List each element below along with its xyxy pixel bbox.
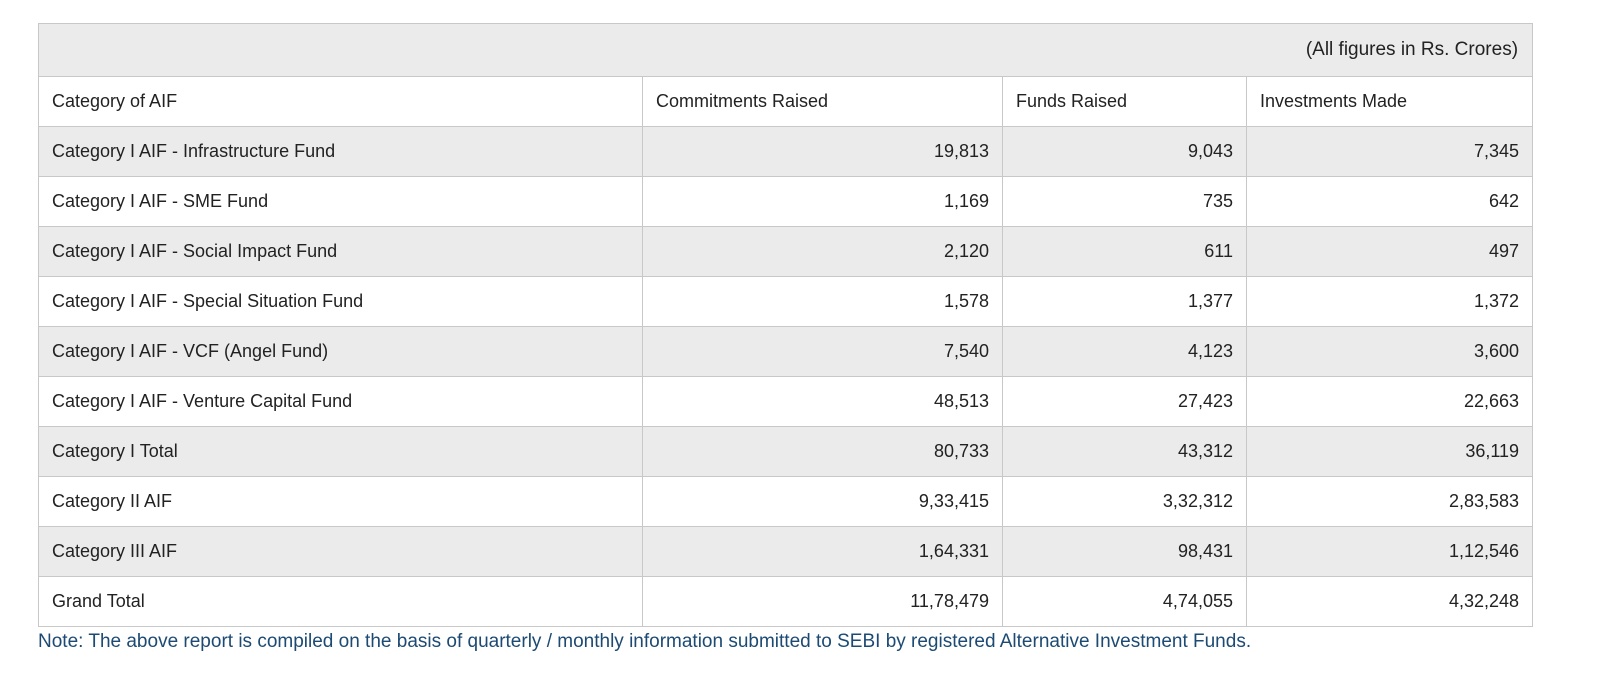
investments-cell: 497 [1245, 226, 1534, 277]
funds-cell: 1,377 [1002, 276, 1247, 327]
category-cell: Category III AIF [38, 526, 643, 577]
table-row: Category III AIF 1,64,331 98,431 1,12,54… [38, 526, 1534, 577]
funds-cell: 735 [1002, 176, 1247, 227]
funds-cell: 3,32,312 [1002, 476, 1247, 527]
category-cell: Category I AIF - Venture Capital Fund [38, 376, 643, 427]
column-header-investments: Investments Made [1245, 76, 1534, 127]
investments-cell: 1,12,546 [1245, 526, 1534, 577]
investments-cell: 642 [1245, 176, 1534, 227]
commitments-cell: 11,78,479 [642, 576, 1003, 627]
commitments-cell: 1,64,331 [642, 526, 1003, 577]
investments-cell: 1,372 [1245, 276, 1534, 327]
table-row: Category I AIF - Venture Capital Fund 48… [38, 376, 1534, 427]
commitments-cell: 9,33,415 [642, 476, 1003, 527]
aif-report: (All figures in Rs. Crores) Category of … [37, 23, 1534, 653]
funds-cell: 43,312 [1002, 426, 1247, 477]
category-cell: Category I Total [38, 426, 643, 477]
commitments-cell: 80,733 [642, 426, 1003, 477]
units-note: (All figures in Rs. Crores) [37, 23, 1534, 77]
category-cell: Category I AIF - VCF (Angel Fund) [38, 326, 643, 377]
category-cell: Category I AIF - Special Situation Fund [38, 276, 643, 327]
units-row: (All figures in Rs. Crores) [37, 23, 1534, 77]
investments-cell: 22,663 [1245, 376, 1534, 427]
funds-cell: 4,123 [1002, 326, 1247, 377]
commitments-cell: 48,513 [642, 376, 1003, 427]
category-cell: Category I AIF - SME Fund [38, 176, 643, 227]
column-header-category: Category of AIF [38, 76, 643, 127]
table-row: Category I AIF - VCF (Angel Fund) 7,540 … [38, 326, 1534, 377]
funds-cell: 4,74,055 [1002, 576, 1247, 627]
investments-cell: 7,345 [1245, 126, 1534, 177]
investments-cell: 3,600 [1245, 326, 1534, 377]
category-cell: Category II AIF [38, 476, 643, 527]
commitments-cell: 19,813 [642, 126, 1003, 177]
commitments-cell: 2,120 [642, 226, 1003, 277]
category-cell: Category I AIF - Infrastructure Fund [38, 126, 643, 177]
investments-cell: 2,83,583 [1245, 476, 1534, 527]
funds-cell: 98,431 [1002, 526, 1247, 577]
grand-total-row: Grand Total 11,78,479 4,74,055 4,32,248 [38, 576, 1534, 627]
funds-cell: 9,043 [1002, 126, 1247, 177]
funds-cell: 27,423 [1002, 376, 1247, 427]
investments-cell: 36,119 [1245, 426, 1534, 477]
table-row: Category I Total 80,733 43,312 36,119 [38, 426, 1534, 477]
table-row: Category I AIF - Special Situation Fund … [38, 276, 1534, 327]
table-row: Category I AIF - SME Fund 1,169 735 642 [38, 176, 1534, 227]
column-header-funds: Funds Raised [1002, 76, 1247, 127]
report-note: Note: The above report is compiled on th… [38, 631, 1252, 652]
funds-cell: 611 [1002, 226, 1247, 277]
commitments-cell: 1,169 [642, 176, 1003, 227]
category-cell: Category I AIF - Social Impact Fund [38, 226, 643, 277]
table-row: Category I AIF - Infrastructure Fund 19,… [38, 126, 1534, 177]
column-header-commitments: Commitments Raised [642, 76, 1003, 127]
table-row: Category I AIF - Social Impact Fund 2,12… [38, 226, 1534, 277]
table-row: Category II AIF 9,33,415 3,32,312 2,83,5… [38, 476, 1534, 527]
aif-table: (All figures in Rs. Crores) Category of … [37, 23, 1534, 627]
investments-cell: 4,32,248 [1245, 576, 1534, 627]
commitments-cell: 1,578 [642, 276, 1003, 327]
table-header-row: Category of AIF Commitments Raised Funds… [38, 76, 1534, 127]
category-cell: Grand Total [38, 576, 643, 627]
commitments-cell: 7,540 [642, 326, 1003, 377]
